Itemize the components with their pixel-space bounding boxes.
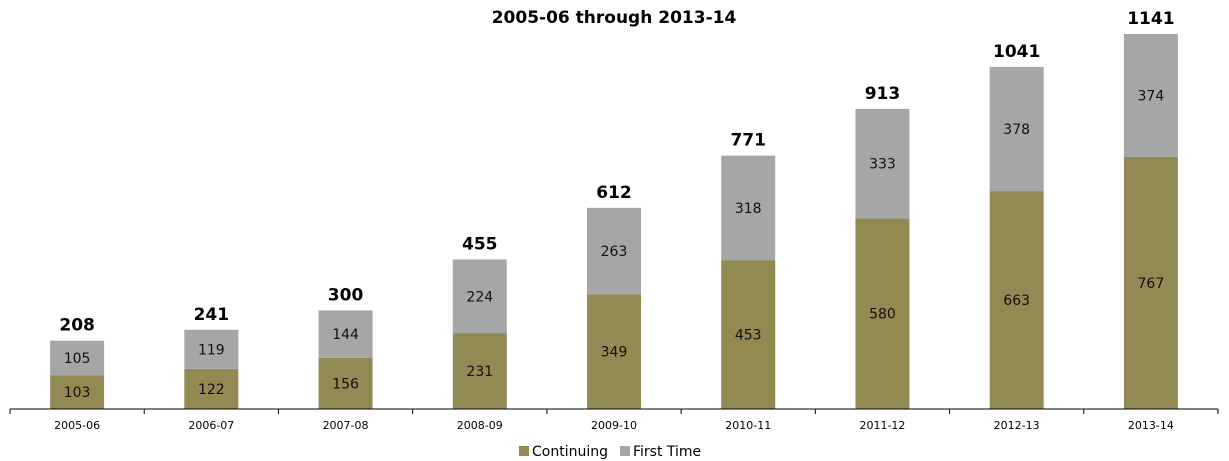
x-axis-ticks: 2005-06 2006-07 2007-08 2008-09 2009-10 2010-…: [9, 409, 1219, 432]
bar-continuing-2006-07: [184, 368, 239, 409]
total-label-2008-09: 455: [462, 234, 498, 254]
data-label-continuing-2012-13: 663: [1003, 293, 1030, 309]
x-tick-label-2008-09: 2008-09: [457, 419, 503, 432]
total-label-2009-10: 612: [596, 183, 632, 203]
x-tick-label-2010-11: 2010-11: [725, 419, 771, 432]
bar-continuing-2007-08: [318, 357, 373, 409]
data-label-continuing-2007-08: 156: [332, 376, 359, 392]
total-label-2006-07: 241: [194, 305, 230, 325]
x-tick-label-2011-12: 2011-12: [859, 419, 905, 432]
bar-first-time-2010-11: [721, 155, 776, 261]
bar-continuing-2005-06: [50, 375, 105, 409]
bars-layer: 103 105 208 122 119 241 156 144 300 231 224 455 349 2…: [50, 9, 1178, 409]
bar-continuing-2012-13: [989, 191, 1044, 409]
data-label-continuing-2010-11: 453: [735, 328, 762, 344]
chart-title: 2005-06 through 2013-14: [492, 8, 737, 28]
data-label-first-time-2005-06: 105: [64, 351, 91, 367]
data-label-continuing-2013-14: 767: [1138, 276, 1165, 292]
total-label-2011-12: 913: [865, 84, 901, 104]
x-tick-label-2006-07: 2006-07: [188, 419, 234, 432]
data-label-continuing-2006-07: 122: [198, 382, 225, 398]
bar-first-time-2008-09: [452, 259, 507, 334]
bar-continuing-2011-12: [855, 218, 910, 409]
data-label-first-time-2013-14: 374: [1138, 88, 1165, 104]
total-label-2007-08: 300: [328, 285, 364, 305]
bar-first-time-2005-06: [50, 340, 105, 376]
bar-continuing-2008-09: [452, 333, 507, 409]
legend-label-first-time: First Time: [633, 444, 701, 460]
data-label-first-time-2009-10: 263: [601, 244, 628, 260]
bar-continuing-2010-11: [721, 260, 776, 409]
bar-first-time-2009-10: [587, 207, 641, 295]
legend-swatch-continuing: [519, 446, 529, 456]
legend-swatch-first-time: [620, 446, 630, 456]
data-label-continuing-2009-10: 349: [601, 345, 628, 361]
bar-first-time-2006-07: [184, 329, 239, 369]
total-label-2012-13: 1041: [993, 42, 1040, 62]
data-label-first-time-2012-13: 378: [1003, 122, 1030, 138]
bar-continuing-2013-14: [1123, 156, 1178, 409]
data-label-continuing-2005-06: 103: [64, 385, 91, 401]
bar-first-time-2011-12: [855, 108, 910, 219]
x-tick-label-2012-13: 2012-13: [994, 419, 1040, 432]
bar-first-time-2012-13: [989, 66, 1044, 192]
total-label-2005-06: 208: [59, 316, 95, 336]
total-label-2013-14: 1141: [1127, 9, 1174, 29]
data-label-first-time-2011-12: 333: [869, 157, 896, 173]
data-label-continuing-2008-09: 231: [466, 364, 493, 380]
total-label-2010-11: 771: [730, 131, 766, 151]
data-label-first-time-2006-07: 119: [198, 342, 225, 358]
data-label-continuing-2011-12: 580: [869, 307, 896, 323]
x-tick-label-2009-10: 2009-10: [591, 419, 637, 432]
bar-continuing-2009-10: [587, 294, 641, 409]
data-label-first-time-2008-09: 224: [466, 289, 493, 305]
x-tick-label-2013-14: 2013-14: [1128, 419, 1174, 432]
x-tick-label-2005-06: 2005-06: [54, 419, 100, 432]
legend: Continuing First Time: [519, 444, 701, 460]
bar-first-time-2007-08: [318, 310, 373, 358]
legend-label-continuing: Continuing: [532, 444, 608, 460]
data-label-first-time-2007-08: 144: [332, 327, 359, 343]
x-tick-label-2007-08: 2007-08: [323, 419, 369, 432]
data-label-first-time-2010-11: 318: [735, 201, 762, 217]
bar-first-time-2013-14: [1123, 34, 1178, 157]
